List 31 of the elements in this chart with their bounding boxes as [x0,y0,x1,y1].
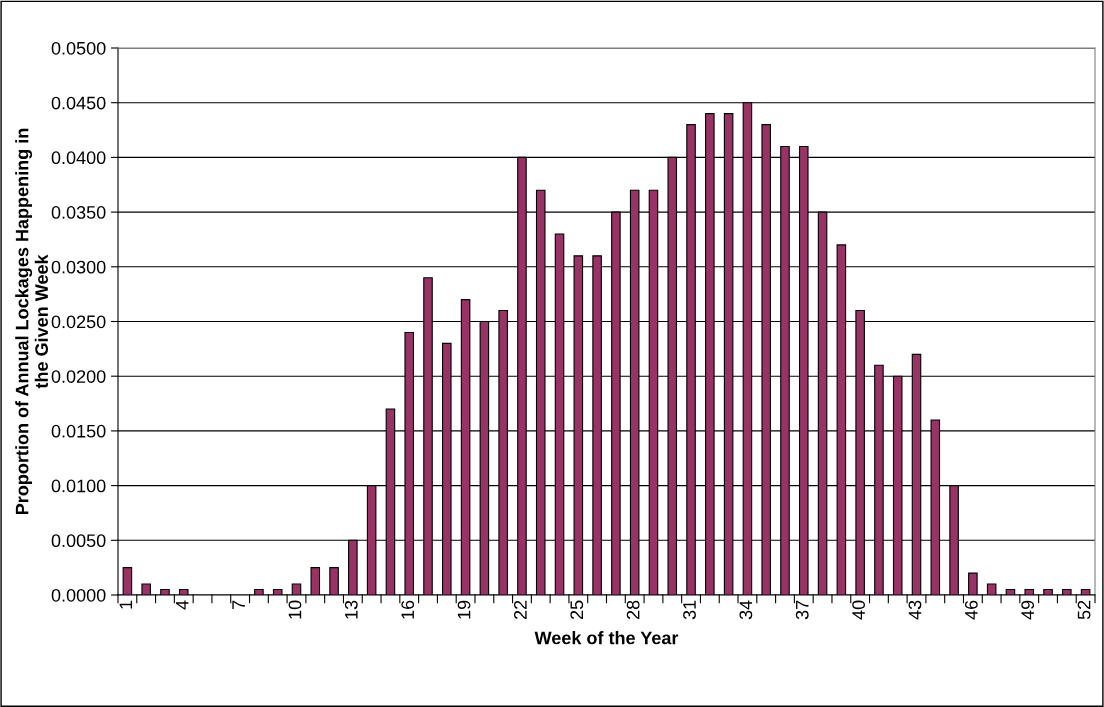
x-tick-label: 25 [570,600,584,620]
y-tick-label: 0.0250 [51,315,106,329]
y-axis-title: Proportion of Annual Lockages Happening in the Given Week [15,128,48,515]
x-tick-label: 16 [401,600,415,619]
x-tick-label: 22 [514,600,527,620]
x-axis-title: Week of the Year [534,631,679,645]
y-tick-label: 0.0500 [51,41,106,55]
x-tick-label: 49 [1021,600,1035,620]
x-tick-label: 4 [176,600,189,610]
y-tick-label: 0.0200 [51,370,106,383]
x-tick-label: 40 [852,600,865,620]
y-tick-label: 0.0150 [51,424,106,438]
x-tick-label: 10 [288,600,302,619]
x-tick-label: 37 [795,600,809,620]
y-tick-label: 0.0350 [51,206,106,219]
x-tick-label: 7 [232,600,245,609]
x-tick-label: 34 [739,600,753,620]
y-tick-label: 0.0450 [51,96,106,110]
x-tick-label: 19 [457,600,471,619]
y-tick-label: 0.0050 [51,534,106,548]
x-tick-label: 43 [908,600,922,620]
x-tick-label: 28 [626,600,640,620]
y-tick-label: 0.0300 [51,260,106,274]
x-tick-label: 1 [119,600,133,609]
x-tick-label: 13 [344,600,358,619]
x-tick-label: 31 [683,600,696,620]
x-tick-label: 52 [1077,600,1091,620]
y-tick-label: 0.0400 [51,151,106,165]
y-tick-label: 0.0000 [51,588,106,602]
y-tick-label: 0.0100 [51,479,106,493]
x-tick-label: 46 [964,600,978,620]
